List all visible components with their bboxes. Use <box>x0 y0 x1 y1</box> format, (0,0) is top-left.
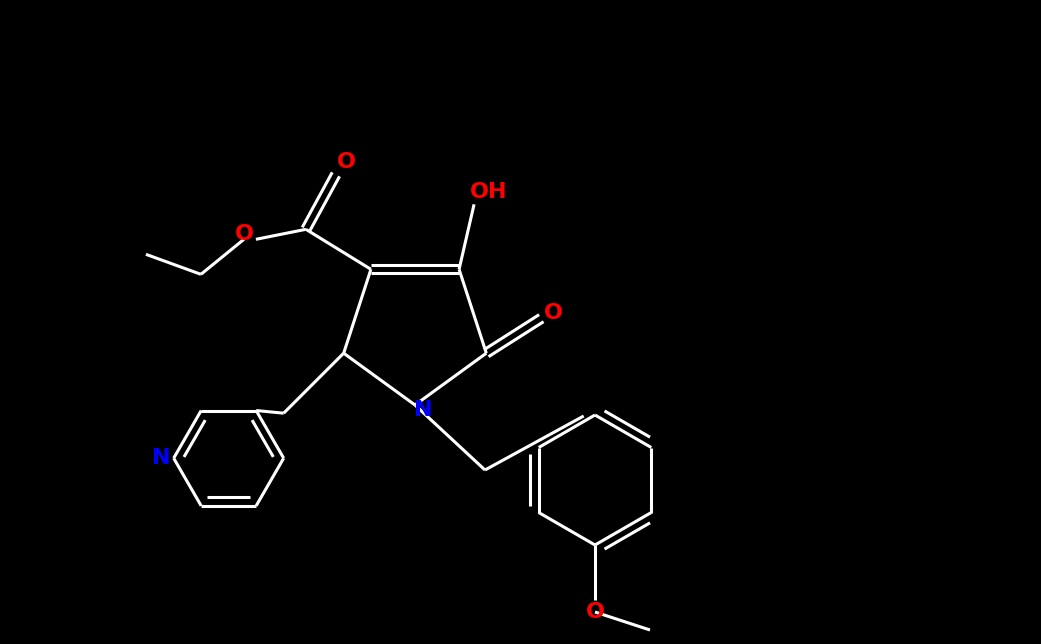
Text: O: O <box>234 224 253 244</box>
Text: O: O <box>336 153 355 173</box>
Text: N: N <box>413 400 432 420</box>
Text: O: O <box>585 602 605 622</box>
Text: O: O <box>543 303 563 323</box>
Text: N: N <box>152 448 171 468</box>
Text: OH: OH <box>471 182 508 202</box>
